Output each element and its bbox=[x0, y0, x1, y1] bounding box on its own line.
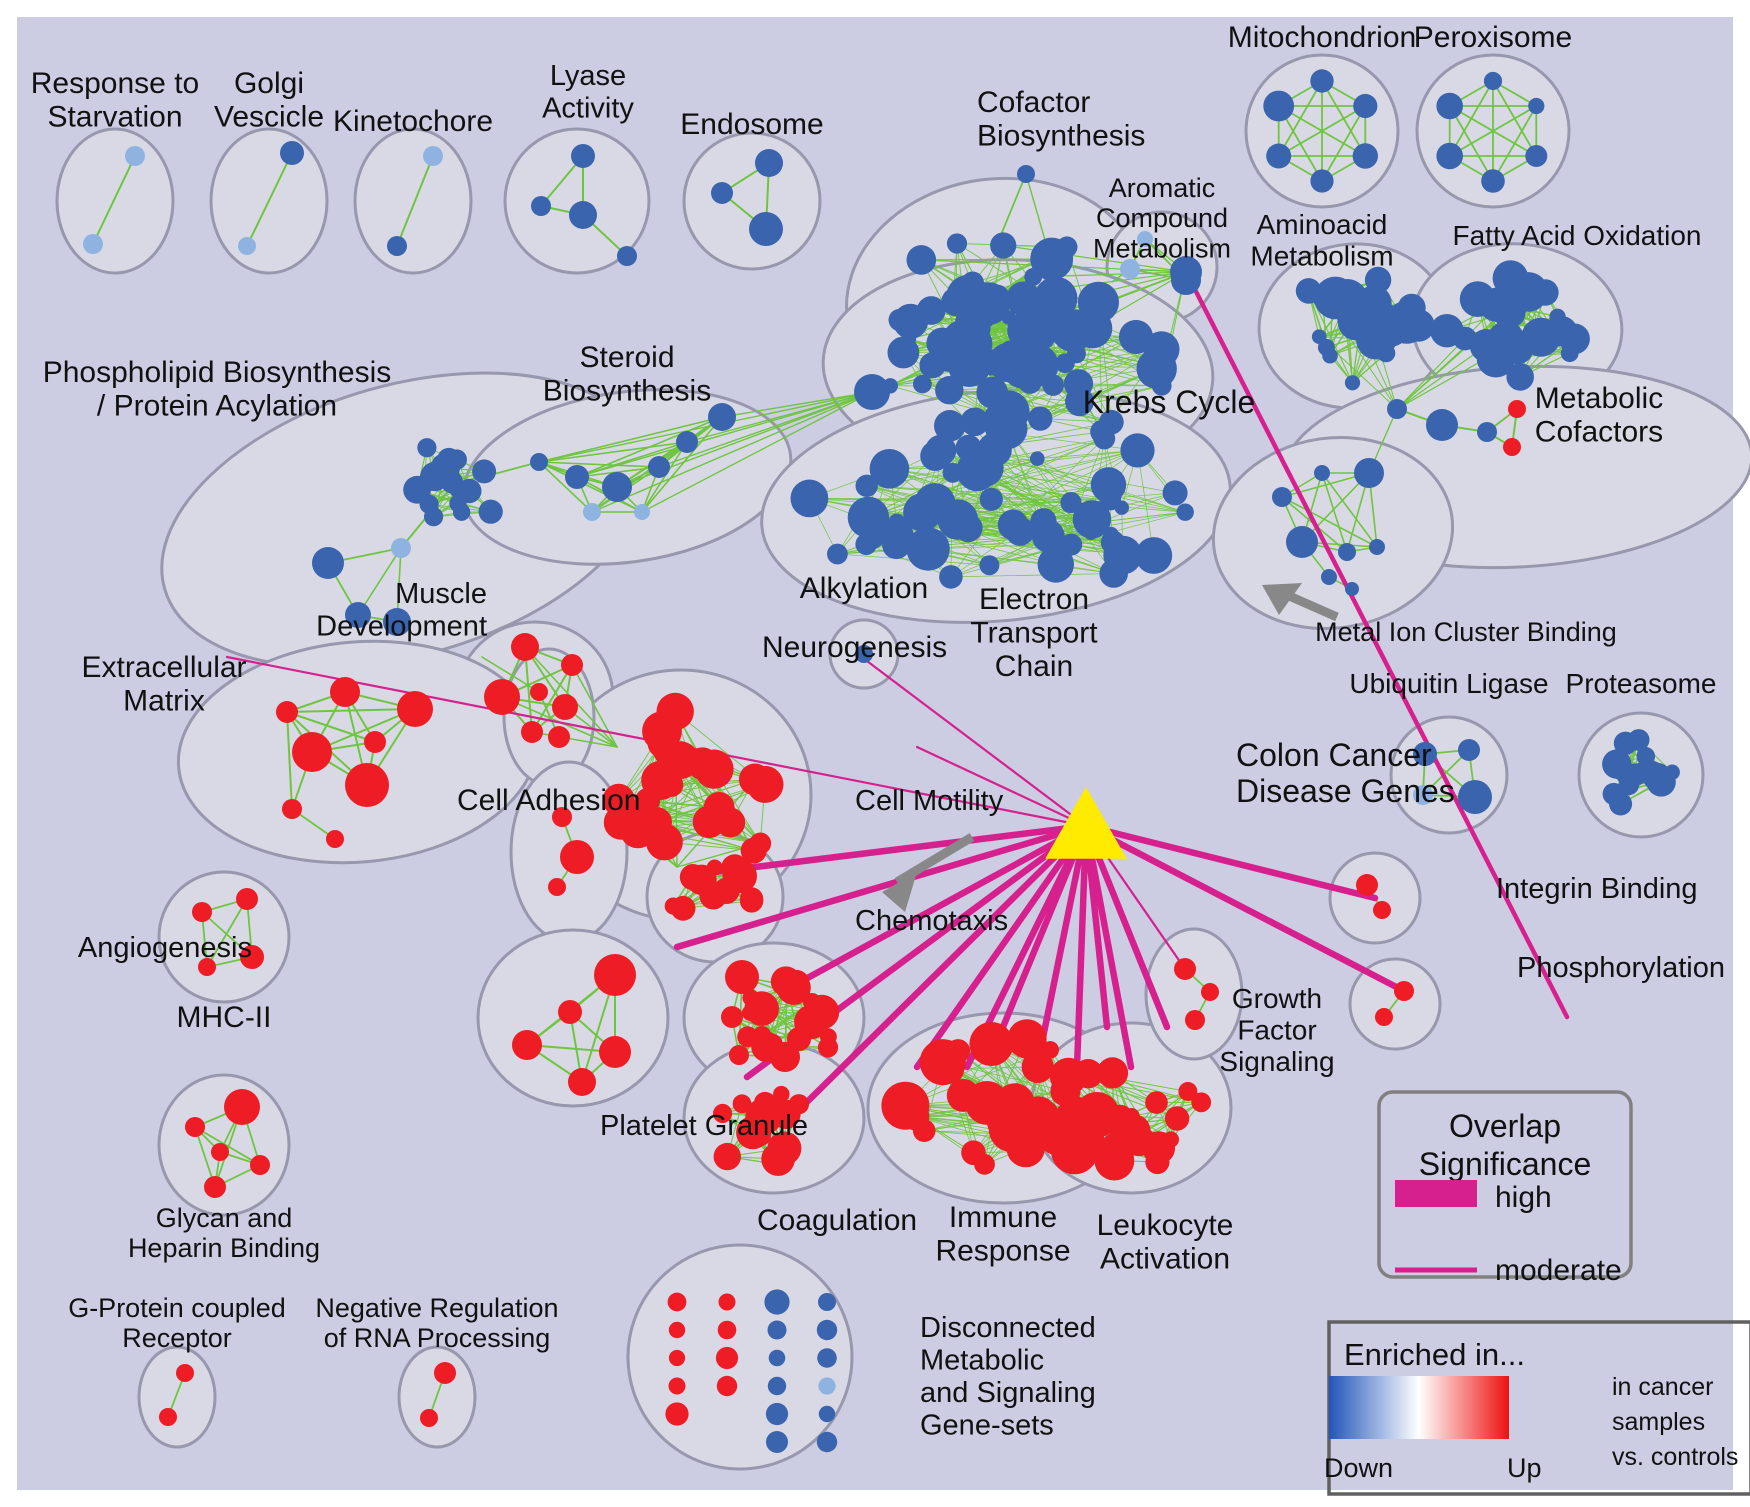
svg-text:MHC-II: MHC-II bbox=[177, 1001, 272, 1034]
svg-text:Metal Ion Cluster Binding: Metal Ion Cluster Binding bbox=[1315, 617, 1617, 647]
svg-text:Platelet Granule: Platelet Granule bbox=[600, 1110, 808, 1142]
svg-text:Angiogenesis: Angiogenesis bbox=[78, 932, 252, 964]
svg-text:samples: samples bbox=[1612, 1408, 1705, 1436]
svg-text:Alkylation: Alkylation bbox=[800, 572, 928, 605]
svg-text:Up: Up bbox=[1507, 1453, 1542, 1483]
svg-text:Ubiquitin Ligase: Ubiquitin Ligase bbox=[1349, 668, 1548, 699]
svg-text:Krebs Cycle: Krebs Cycle bbox=[1083, 384, 1256, 420]
svg-text:Peroxisome: Peroxisome bbox=[1414, 21, 1572, 54]
svg-text:moderate: moderate bbox=[1495, 1254, 1622, 1287]
svg-text:Mitochondrion: Mitochondrion bbox=[1228, 21, 1416, 54]
svg-text:Overlap: Overlap bbox=[1449, 1108, 1561, 1144]
svg-text:Integrin Binding: Integrin Binding bbox=[1496, 873, 1698, 905]
svg-text:Cell Motility: Cell Motility bbox=[855, 785, 1004, 817]
svg-text:vs. controls: vs. controls bbox=[1612, 1443, 1738, 1471]
svg-text:in cancer: in cancer bbox=[1612, 1373, 1713, 1401]
svg-text:high: high bbox=[1495, 1181, 1552, 1214]
svg-text:Down: Down bbox=[1324, 1453, 1393, 1483]
svg-text:Enriched in...: Enriched in... bbox=[1344, 1337, 1525, 1372]
svg-text:Significance: Significance bbox=[1419, 1146, 1592, 1182]
svg-text:Phosphorylation: Phosphorylation bbox=[1517, 952, 1725, 984]
svg-text:Chemotaxis: Chemotaxis bbox=[855, 905, 1008, 937]
svg-text:Endosome: Endosome bbox=[680, 108, 823, 141]
svg-text:Coagulation: Coagulation bbox=[757, 1204, 917, 1237]
svg-text:Cell Adhesion: Cell Adhesion bbox=[457, 784, 640, 817]
svg-text:Neurogenesis: Neurogenesis bbox=[762, 631, 947, 664]
svg-text:Proteasome: Proteasome bbox=[1566, 668, 1717, 699]
svg-text:Kinetochore: Kinetochore bbox=[333, 105, 493, 138]
svg-text:Fatty Acid Oxidation: Fatty Acid Oxidation bbox=[1452, 220, 1701, 251]
